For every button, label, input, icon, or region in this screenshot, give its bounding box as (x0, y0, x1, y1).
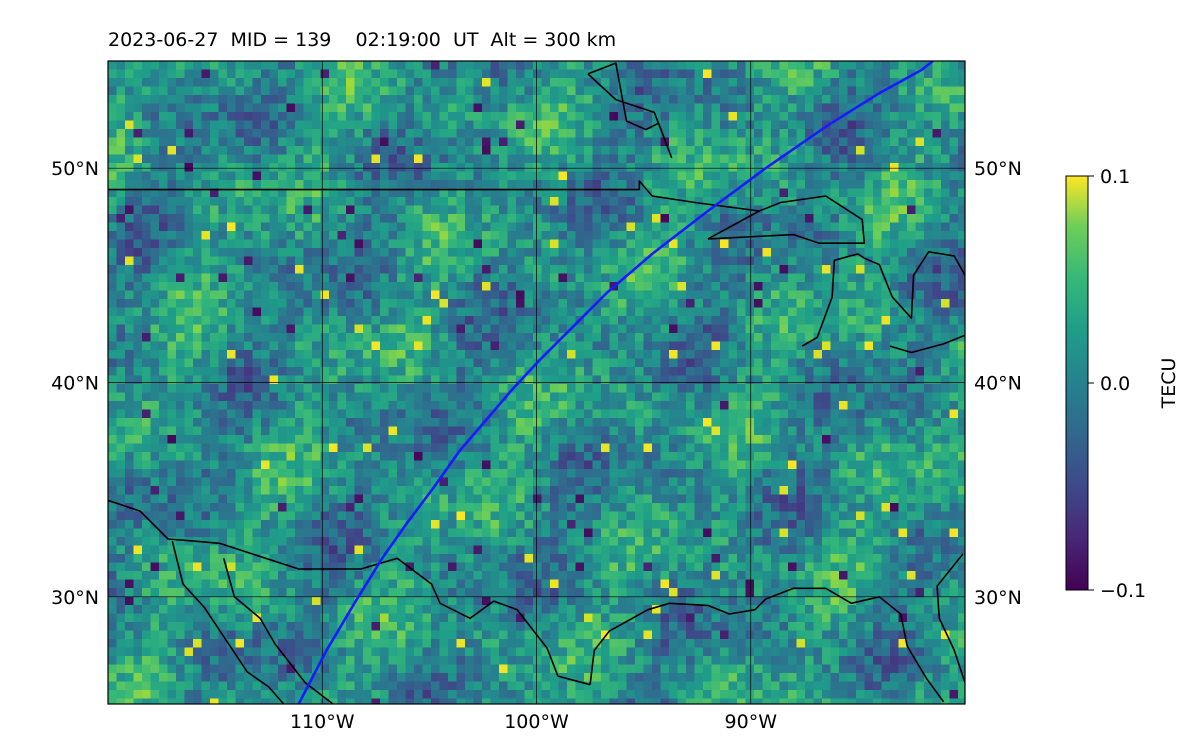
colorbar-gradient (1065, 175, 1089, 591)
colorbar: 0.1 0.0 −0.1 TECU (1065, 166, 1180, 602)
map-frame (107, 60, 966, 705)
longitude-tick-label: 110°W (290, 711, 355, 733)
latitude-tick-label-left: 40°N (51, 373, 99, 395)
coastline-segment (108, 180, 760, 212)
map-title: 2023-06-27 MID = 139 02:19:00 UT Alt = 3… (108, 29, 617, 51)
colorbar-tick-label: 0.0 (1100, 373, 1130, 395)
latitude-tick-labels: 30°N 30°N 40°N 40°N 50°N 50°N (51, 158, 1022, 609)
coastline-segment (889, 334, 965, 354)
longitude-tick-label: 100°W (504, 711, 569, 733)
coastline-segment (587, 62, 673, 159)
latitude-tick-label-right: 50°N (974, 158, 1022, 180)
coastline-segment (108, 499, 591, 686)
latitude-tick-label-left: 30°N (51, 587, 99, 609)
longitude-tick-label: 90°W (725, 711, 778, 733)
coastline-segment (801, 251, 965, 347)
coastline-segment (171, 540, 285, 704)
latitude-tick-label-left: 50°N (51, 158, 99, 180)
colorbar-ticks: 0.1 0.0 −0.1 (1088, 166, 1146, 602)
coastline-segment (222, 558, 334, 704)
coastline-segment (936, 553, 965, 683)
map-panel (107, 60, 966, 705)
coastline-segment (707, 195, 866, 244)
colorbar-label: TECU (1158, 358, 1180, 410)
satellite-track-layer (297, 61, 934, 704)
coastlines-and-borders (108, 62, 965, 704)
latitude-tick-label-right: 40°N (974, 373, 1022, 395)
latitude-tick-label-right: 30°N (974, 587, 1022, 609)
colorbar-tick-label: 0.1 (1100, 166, 1130, 188)
colorbar-tick-label: −0.1 (1100, 580, 1146, 602)
satellite-track (297, 61, 934, 704)
graticule (108, 61, 965, 704)
coastline-segment (589, 587, 945, 703)
tec-field (108, 61, 965, 704)
longitude-tick-labels: 110°W 100°W 90°W (290, 711, 777, 733)
